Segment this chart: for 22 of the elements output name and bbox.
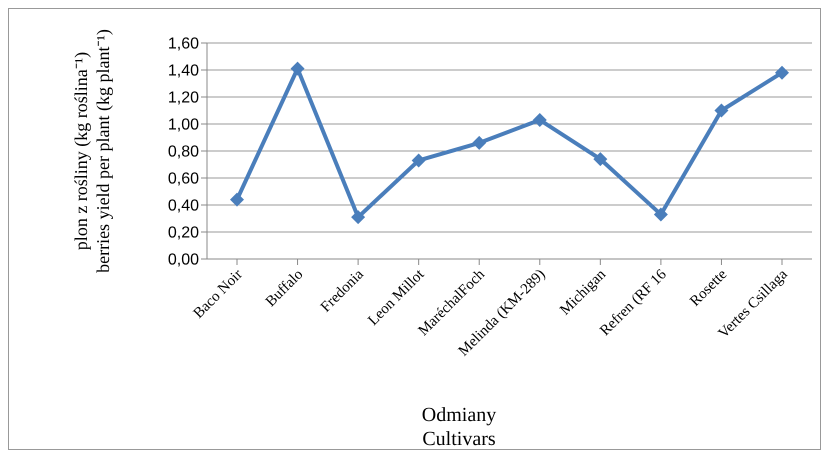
point — [532, 112, 547, 127]
point — [775, 66, 789, 80]
x-tick-label: Baco Noir — [190, 266, 246, 322]
y-tick-label: 0,60 — [168, 170, 200, 188]
y-axis-title: plon z rośliny (kg roślina⁻¹) berries yield per plant (kg plant⁻¹) — [71, 29, 113, 273]
y-tick-label: 1,20 — [168, 90, 200, 107]
point — [654, 207, 668, 222]
y-tick-label: 1,40 — [168, 62, 200, 80]
y-tick-label: 1,60 — [168, 36, 200, 53]
y-tick-label: 0,00 — [168, 252, 200, 269]
y-tick-label: 1,00 — [168, 116, 200, 134]
x-axis-title: Odmiany Cultivars — [422, 404, 496, 450]
point — [230, 192, 244, 207]
y-tick-label: 0,40 — [168, 198, 200, 215]
point — [290, 62, 305, 76]
point — [714, 104, 728, 118]
point — [351, 210, 366, 224]
y-tick-label: 0,20 — [168, 224, 200, 242]
point — [472, 136, 486, 150]
point — [412, 153, 426, 168]
y-tick-label: 0,80 — [168, 144, 200, 161]
point — [593, 152, 608, 166]
